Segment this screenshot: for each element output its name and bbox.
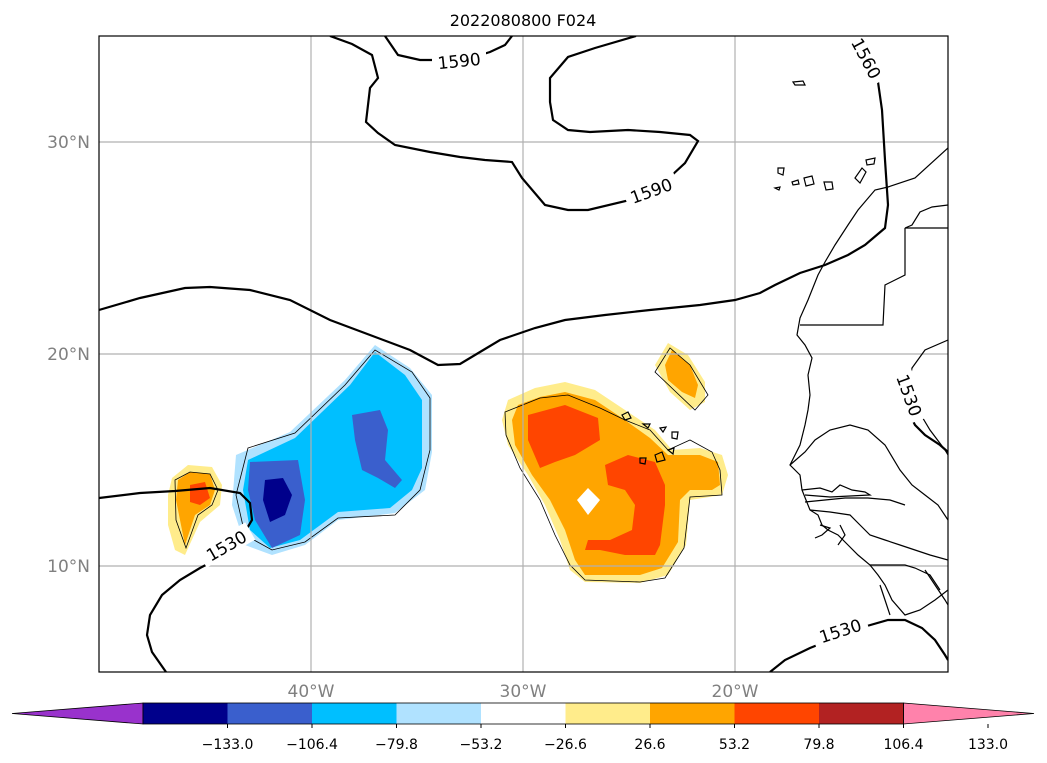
colorbar-extend-low xyxy=(11,702,144,725)
lat-label-10n: 10°N xyxy=(47,557,90,577)
colorbar-frame xyxy=(142,702,904,725)
lat-label-30n: 30°N xyxy=(47,133,90,153)
map-area: 1590 1590 1560 1530 1530 1530 xyxy=(99,36,948,672)
longitude-labels: 40°W 30°W 20°W xyxy=(288,682,759,702)
contour-label-1590-top: 1590 xyxy=(437,50,482,74)
latitude-labels: 30°N 20°N 10°N xyxy=(47,133,90,577)
colorbar-tick-label: −79.8 xyxy=(375,737,418,753)
map-frame xyxy=(98,35,949,673)
lat-label-20n: 20°N xyxy=(47,345,90,365)
lon-label-20w: 20°W xyxy=(712,682,759,702)
colorbar-tick-label: −133.0 xyxy=(202,737,254,753)
colorbar-tick-label: 106.4 xyxy=(883,737,923,753)
colorbar-cell xyxy=(227,703,313,724)
colorbar-tick-label: −53.2 xyxy=(460,737,503,753)
colorbar-cell xyxy=(481,703,566,724)
colorbar-cell xyxy=(734,703,820,724)
colorbar-cell xyxy=(143,703,228,724)
colorbar-cell xyxy=(565,703,651,724)
lon-label-30w: 30°W xyxy=(500,682,547,702)
colorbar-cell xyxy=(819,703,904,724)
colorbar-cell xyxy=(650,703,735,724)
lon-label-40w: 40°W xyxy=(288,682,335,702)
colorbar-tick-label: 53.2 xyxy=(719,737,750,753)
colorbar-tick-label: 79.8 xyxy=(803,737,834,753)
colorbar-tick-label: 133.0 xyxy=(968,737,1008,753)
gridlines xyxy=(99,36,948,672)
colorbar-extend-high xyxy=(903,702,1035,725)
colorbar-cell xyxy=(312,703,397,724)
coastline xyxy=(621,80,948,616)
colorbar-tick-label: −106.4 xyxy=(286,737,338,753)
colorbar-cell xyxy=(396,703,482,724)
colorbar: −133.0 −106.4 −79.8 −53.2 −26.6 26.6 53.2 79.8 1… xyxy=(11,702,1035,753)
map-title: 2022080800 F024 xyxy=(450,11,597,30)
colorbar-tick-label: −26.6 xyxy=(544,737,587,753)
negative-anomaly-region xyxy=(232,345,432,555)
colorbar-tick-label: 26.6 xyxy=(634,737,665,753)
